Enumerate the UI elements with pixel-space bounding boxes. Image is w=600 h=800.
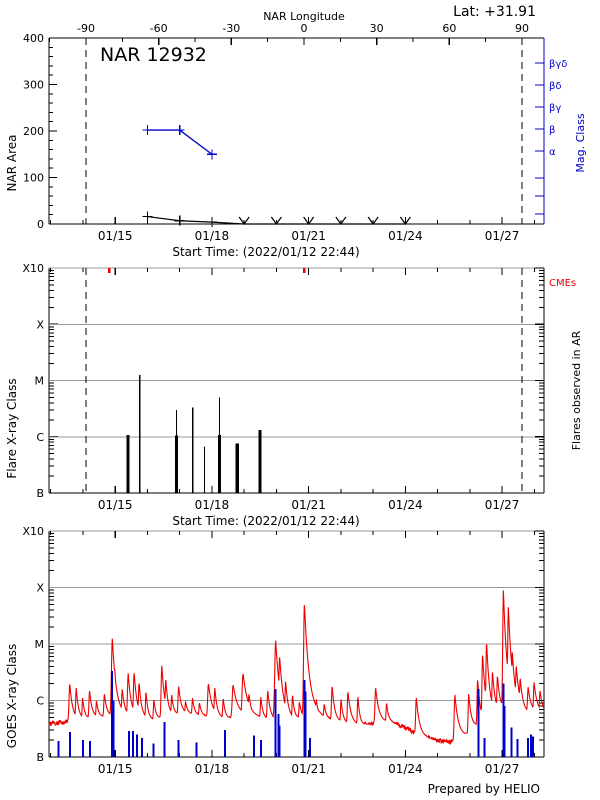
panel1-ytick-label: 200 [23, 125, 44, 138]
panel3-ytick-label: M [35, 638, 45, 651]
panel1-magclass-label: α [549, 147, 556, 158]
panel2-xtick-label: 01/18 [195, 498, 230, 512]
panel2-xtick-label: 01/15 [98, 498, 133, 512]
panel1-ytick-label: 300 [23, 79, 44, 92]
panel1-top-tick-label: -60 [150, 22, 168, 35]
panel2-ytick-label: X [36, 318, 44, 331]
panel1-ylabel: NAR Area [5, 135, 19, 192]
panel1-ytick-label: 400 [23, 32, 44, 45]
panel3-xtick-label: 01/27 [485, 762, 520, 776]
panel3-ytick-label: X10 [22, 525, 44, 538]
lat-label: Lat: +31.91 [453, 4, 536, 20]
panel1-nararea-downarrow [335, 216, 347, 226]
panel1-xtick-label: 01/15 [98, 229, 133, 243]
panel1-top-tick-label: -30 [222, 22, 240, 35]
panel1-nararea-downarrow [238, 216, 250, 226]
panel3-ylabel: GOES X-ray Class [5, 644, 19, 748]
panel1-xtick-label: 01/27 [485, 229, 520, 243]
panel3-ytick-label: B [36, 751, 44, 764]
panel1-top-tick-label: 90 [515, 22, 529, 35]
panel1-xtick-label: 01/18 [195, 229, 230, 243]
panel1-nararea-downarrow [270, 216, 282, 226]
panel1-nararea-downarrow [367, 216, 379, 226]
panel2-ytick-label: B [36, 487, 44, 500]
prepared-by-credit: Prepared by HELIO [428, 782, 540, 796]
panel1-magclass-label: βγ [549, 103, 561, 114]
top-axis-title: NAR Longitude [263, 10, 345, 23]
panel2-xtick-label: 01/27 [485, 498, 520, 512]
panel2-ytick-label: C [36, 431, 44, 444]
panel2-start-time-label: Start Time: (2022/01/12 22:44) [172, 514, 359, 528]
panel1-ytick-label: 0 [37, 218, 44, 231]
panel2-xtick-label: 01/24 [388, 498, 423, 512]
panel1-xtick-label: 01/24 [388, 229, 423, 243]
panel1-top-tick-label: 0 [301, 22, 308, 35]
panel2-ylabel: Flare X-ray Class [5, 378, 19, 478]
panel1-top-tick-label: 30 [370, 22, 384, 35]
panel3-xtick-label: 01/18 [195, 762, 230, 776]
panel3-xtick-label: 01/21 [291, 762, 326, 776]
panel2-cme-label: CMEs [549, 278, 576, 289]
panel3-ytick-label: X [36, 582, 44, 595]
panel1-nararea-downarrow [303, 216, 315, 226]
panel2-ytick-label: X10 [22, 262, 44, 275]
panel1-nararea-downarrow [399, 216, 411, 226]
panel1-magclass-label: β [549, 125, 555, 136]
panel1-xtick-label: 01/21 [291, 229, 326, 243]
panel3-xtick-label: 01/24 [388, 762, 423, 776]
panel2-ytick-label: M [35, 375, 45, 388]
panel2-y2label: Flares observed in AR [570, 330, 583, 450]
panel1-magclass-label: βδ [549, 81, 562, 92]
panel3-goes-flux-curve [48, 590, 545, 745]
panel1-title: NAR 12932 [100, 44, 207, 66]
panel2-xtick-label: 01/21 [291, 498, 326, 512]
panel3-xtick-label: 01/15 [98, 762, 133, 776]
panel1-ytick-label: 100 [23, 172, 44, 185]
panel1-top-tick-label: 60 [442, 22, 456, 35]
panel1-y2label: Mag. Class [574, 113, 587, 172]
panel1-top-tick-label: -90 [77, 22, 95, 35]
panel3-ytick-label: C [36, 695, 44, 708]
panel1-magclass-label: βγδ [549, 59, 567, 70]
panel1-start-time-label: Start Time: (2022/01/12 22:44) [172, 245, 359, 259]
